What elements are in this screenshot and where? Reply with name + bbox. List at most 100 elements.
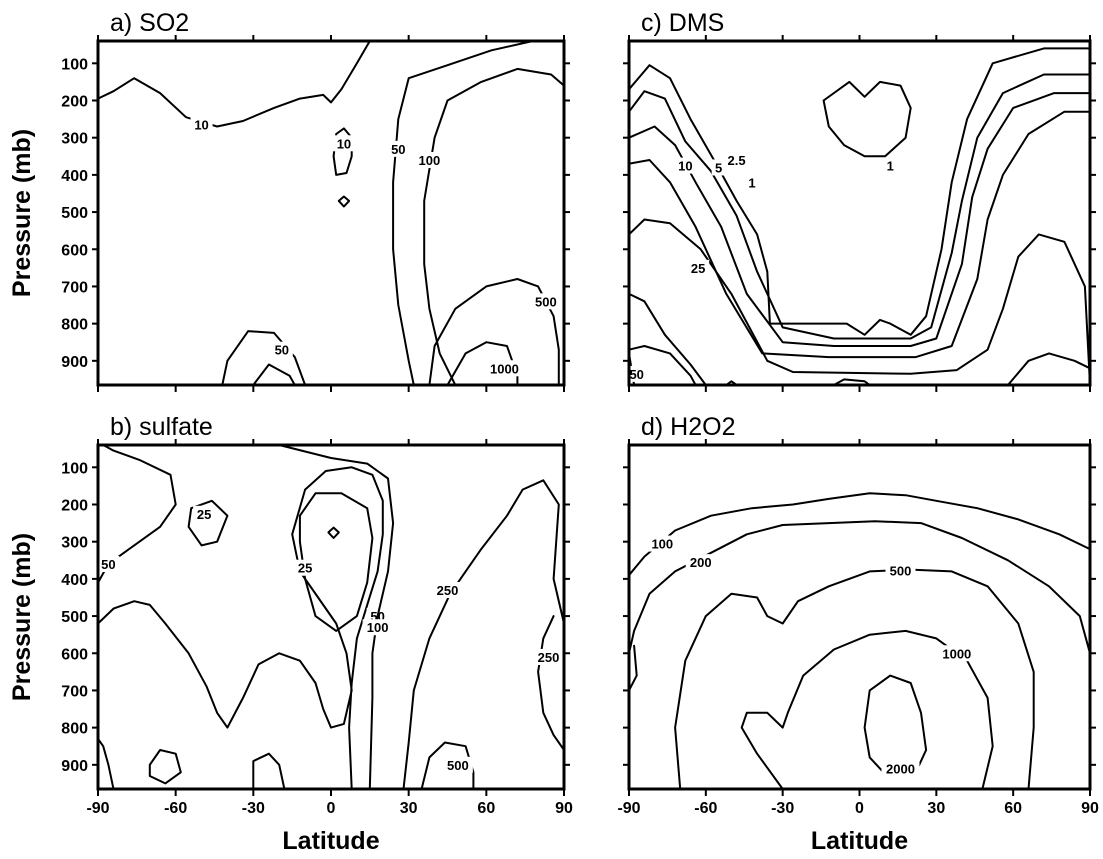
contour-label: 50 (629, 367, 643, 382)
contour-line (423, 67, 565, 386)
contour-line (740, 629, 994, 790)
contour-label: 100 (419, 153, 441, 168)
contour-label-bg (711, 159, 726, 176)
y-tick-label: 600 (61, 242, 88, 259)
contour-line (221, 330, 307, 386)
contour-label-bg (883, 157, 898, 174)
contour-label-bg (721, 152, 752, 169)
contour-label: 25 (691, 261, 705, 276)
contour-label: 2.5 (728, 153, 746, 168)
contour-line (402, 479, 565, 790)
contour-label: 1000 (942, 646, 971, 661)
contour-label: 100 (651, 537, 673, 552)
contour-line (628, 292, 707, 386)
contour-label-bg (881, 760, 920, 777)
contour-label-bg (687, 259, 710, 276)
contour-label-bg (332, 135, 355, 152)
contour-label: 200 (690, 555, 712, 570)
contour-line (428, 278, 560, 386)
x-tick-label: 0 (855, 800, 864, 817)
contour-label-bg (625, 365, 648, 382)
contour-label: 500 (447, 758, 469, 773)
contour-label-bg (685, 554, 716, 571)
contour-label-bg (937, 645, 976, 662)
contour-line (278, 444, 395, 790)
contour-line (187, 499, 229, 547)
contour-label-bg (885, 562, 916, 579)
contour-line (628, 644, 638, 692)
contour-label-bg (193, 505, 216, 522)
contour-label: 25 (298, 561, 312, 576)
contour-line (628, 345, 697, 386)
contour-label-bg (190, 116, 213, 133)
contour-label-bg (362, 619, 393, 636)
contour-label: 50 (101, 557, 115, 572)
contour-line (628, 492, 1091, 577)
contour-line (822, 80, 912, 158)
contour-line (832, 378, 871, 386)
contour-label: 1000 (490, 361, 519, 376)
x-axis-label: Latitude (282, 827, 379, 855)
x-tick-label: 60 (1004, 800, 1022, 817)
y-tick-label: 800 (61, 721, 88, 738)
x-tick-label: -60 (694, 800, 717, 817)
contour-label-bg (97, 556, 120, 573)
contour-line (97, 737, 115, 790)
contour-label: 500 (535, 294, 557, 309)
y-tick-label: 900 (61, 758, 88, 775)
contour-line (420, 741, 475, 790)
contour-line (97, 466, 384, 790)
contour-line (537, 615, 565, 751)
x-axis-label: Latitude (811, 827, 908, 855)
y-axis-label: Pressure (mb) (8, 533, 36, 701)
contour-line (97, 40, 371, 128)
x-tick-label: -30 (242, 800, 265, 817)
plot-frame (96, 39, 566, 387)
x-tick-label: -60 (164, 800, 187, 817)
x-tick-label: 90 (555, 800, 573, 817)
contour-line (628, 110, 1091, 359)
y-axis-label: Pressure (mb) (8, 129, 36, 297)
y-tick-label: 100 (61, 460, 88, 477)
contour-line (337, 195, 351, 208)
panel-title: d) H2O2 (641, 413, 735, 441)
contour-label: 1 (887, 159, 894, 174)
contour-label-bg (387, 140, 410, 157)
x-tick-label: 30 (400, 800, 418, 817)
contour-line (148, 749, 182, 785)
contour-label-bg (270, 341, 293, 358)
chart-panel: d) H2O2 100 200 500 1000 2000 -90 -60 -30 0 30 60 90… (617, 413, 1099, 855)
contour-line (863, 674, 928, 776)
x-tick-label: 0 (327, 800, 336, 817)
x-tick-label: 30 (927, 800, 945, 817)
contour-line (446, 341, 519, 386)
contour-line (628, 218, 1091, 386)
contour-label: 10 (194, 118, 208, 133)
y-tick-label: 500 (61, 609, 88, 626)
panel-title: c) DMS (641, 9, 724, 37)
contour-label-bg (485, 360, 524, 377)
y-tick-label: 800 (61, 317, 88, 334)
contour-label: 100 (367, 620, 389, 635)
contour-label: 2000 (886, 762, 915, 777)
contour-label-bg (530, 293, 561, 310)
contour-line (628, 73, 1091, 340)
contour-label: 5 (715, 160, 722, 175)
contour-label-bg (744, 174, 759, 191)
contour-label-bg (432, 582, 463, 599)
contour-line (628, 520, 1091, 655)
contour-line (252, 752, 286, 790)
contour-label-bg (414, 152, 445, 169)
y-tick-label: 300 (61, 131, 88, 148)
contour-line (674, 568, 1035, 790)
contour-label-bg (442, 756, 473, 773)
chart-panel: a) SO2 10 10 50 100 500 1000 50 100 200 300 400 500 6… (8, 9, 570, 392)
panel-title: a) SO2 (110, 9, 189, 37)
y-tick-label: 100 (61, 56, 88, 73)
contour-label-bg (533, 648, 564, 665)
y-tick-label: 700 (61, 683, 88, 700)
contour-line (327, 526, 340, 539)
